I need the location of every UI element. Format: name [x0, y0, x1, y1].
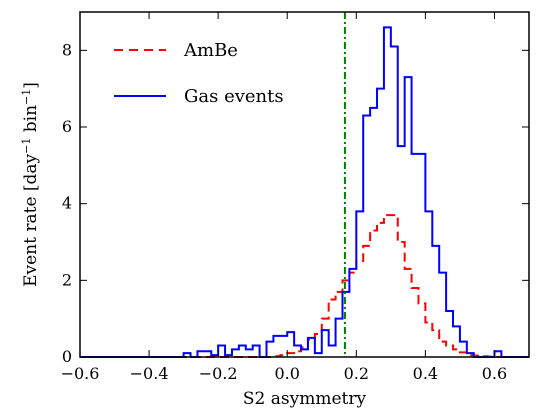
y-axis-label: Event rate [day−1 bin−1] [20, 82, 42, 287]
plot-frame [79, 11, 530, 358]
plot-content [80, 12, 529, 358]
x-tick-label: 0.0 [275, 364, 300, 383]
legend: AmBe Gas events [114, 40, 284, 107]
y-tick-label: 8 [62, 40, 72, 59]
y-axis-label-sup1: −1 [20, 138, 33, 154]
y-axis-label-mid: bin [21, 105, 41, 138]
x-tick-label: −0.2 [199, 364, 238, 383]
y-axis-label-sup2: −1 [20, 89, 33, 105]
x-tick-label: 0.6 [482, 364, 507, 383]
y-tick-label: 4 [62, 194, 72, 213]
y-tick-label: 6 [62, 117, 72, 136]
x-tick-label: 0.2 [344, 364, 369, 383]
legend-label-gas-events: Gas events [184, 86, 284, 107]
tick-labels: −0.6 −0.4 −0.2 0.0 0.2 0.4 0.6 0 2 4 6 8 [61, 40, 508, 383]
y-tick-label: 0 [62, 347, 72, 366]
y-axis-label-end: ] [21, 82, 41, 89]
series-line-gas-events [80, 26, 529, 358]
x-tick-label: −0.4 [130, 364, 169, 383]
axis-ticks [79, 12, 529, 358]
legend-label-ambe: AmBe [183, 40, 238, 61]
series-line-ambe [80, 214, 529, 358]
x-axis-label: S2 asymmetry [243, 389, 367, 409]
x-tick-label: 0.4 [413, 364, 438, 383]
y-axis-label-main: Event rate [day [21, 153, 41, 286]
x-tick-label: −0.6 [61, 364, 100, 383]
y-tick-label: 2 [62, 270, 72, 289]
